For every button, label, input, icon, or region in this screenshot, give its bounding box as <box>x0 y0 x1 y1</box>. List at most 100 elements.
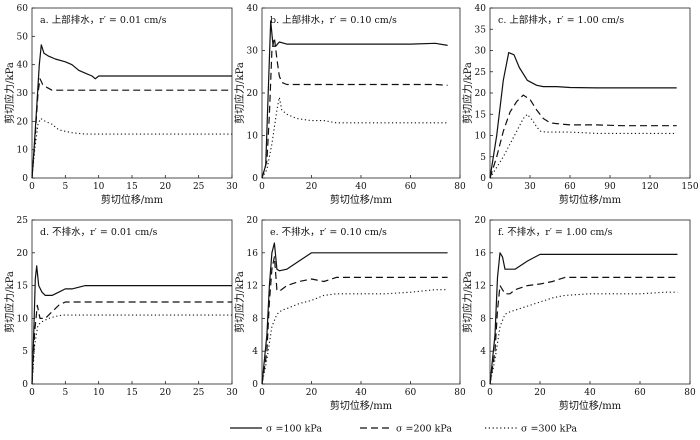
x-axis-label: 剪切位移/mm <box>559 193 622 206</box>
panel-title: f. 不排水，r′ = 1.00 cm/s <box>498 226 613 238</box>
x-tick-label: 40 <box>355 388 367 398</box>
x-tick-label: 20 <box>534 388 546 398</box>
series-dotted-line <box>489 113 677 179</box>
x-tick-label: 60 <box>405 388 417 398</box>
series-dotted-line <box>261 96 448 179</box>
x-tick-label: 15 <box>126 388 138 398</box>
y-tick-label: 30 <box>247 47 259 57</box>
series-dotted-line <box>489 291 678 385</box>
x-tick-label: 60 <box>634 388 646 398</box>
y-tick-label: 10 <box>247 132 259 142</box>
legend-label: σ =300 kPa <box>521 424 577 435</box>
y-tick-label: 60 <box>17 4 29 14</box>
x-tick-label: 10 <box>93 182 105 192</box>
y-tick-label: 35 <box>475 25 487 35</box>
plot-frame <box>261 7 461 179</box>
y-tick-label: 40 <box>247 4 259 14</box>
panel-c: 0 30 60 90 120 150 0 5 10 15 20 25 30 35 40 剪切位移/mm 剪切应力… <box>461 4 699 206</box>
plot-frame <box>261 219 461 385</box>
series-dashed-line <box>489 276 678 385</box>
panel-d: 0 5 10 15 20 25 30 0 5 10 15 20 25 剪切应力/kPa d. 不排水，r′ … <box>3 216 238 398</box>
series-dotted-line <box>31 117 232 179</box>
y-axis-label: 剪切应力/kPa <box>3 271 16 333</box>
y-tick-label: 15 <box>17 282 29 292</box>
panel-f: 0 20 40 60 80 0 4 8 12 16 20 剪切位移/mm 剪切应力/kPa f. 不排水，… <box>461 216 696 412</box>
x-tick-label: 0 <box>29 388 35 398</box>
y-tick-label: 16 <box>475 249 487 259</box>
y-tick-label: 20 <box>247 216 259 226</box>
legend-label: σ =200 kPa <box>396 424 452 435</box>
y-axis-label: 剪切应力/kPa <box>461 62 474 124</box>
x-tick-label: 120 <box>641 182 658 192</box>
y-tick-label: 10 <box>475 132 487 142</box>
series-dashed-line <box>261 256 448 385</box>
series-dashed-line <box>31 78 232 179</box>
series-solid-line <box>31 44 232 179</box>
x-tick-label: 80 <box>684 388 696 398</box>
series-dotted-line <box>261 289 448 385</box>
x-tick-label: 30 <box>524 182 536 192</box>
y-tick-label: 15 <box>475 110 487 120</box>
panel-title: e. 不排水，r′ = 0.10 cm/s <box>270 226 387 238</box>
series-dashed-line <box>261 37 448 179</box>
plot-frame <box>489 7 691 179</box>
y-axis-label: 剪切应力/kPa <box>3 62 16 124</box>
y-tick-label: 12 <box>475 282 486 292</box>
y-tick-label: 30 <box>475 47 487 57</box>
y-tick-label: 0 <box>480 174 486 184</box>
series-solid-line <box>489 51 677 179</box>
x-tick-label: 5 <box>62 182 68 192</box>
y-tick-label: 4 <box>480 347 486 357</box>
y-tick-label: 4 <box>252 347 258 357</box>
y-tick-label: 20 <box>17 117 29 127</box>
y-axis-label: 剪切应力/kPa <box>461 271 474 333</box>
series-dashed-line <box>31 301 232 385</box>
y-tick-label: 20 <box>247 89 259 99</box>
x-tick-label: 5 <box>62 388 68 398</box>
y-tick-label: 16 <box>247 249 259 259</box>
x-tick-label: 150 <box>681 182 698 192</box>
x-axis-label: 剪切位移/mm <box>330 399 393 412</box>
x-tick-label: 40 <box>584 388 596 398</box>
x-tick-label: 20 <box>160 388 172 398</box>
y-tick-label: 0 <box>22 380 28 390</box>
x-tick-label: 40 <box>355 182 367 192</box>
x-tick-label: 80 <box>454 388 466 398</box>
y-tick-label: 0 <box>252 174 258 184</box>
series-dotted-line <box>31 314 232 385</box>
x-tick-label: 15 <box>126 182 138 192</box>
series-solid-line <box>489 252 678 385</box>
y-tick-label: 12 <box>247 282 258 292</box>
plot-frame <box>31 7 233 179</box>
panel-a: 0 5 10 15 20 25 30 0 10 20 30 40 50 60 剪切位移/mm 剪切应力/kPa… <box>3 4 238 206</box>
series-solid-line <box>261 242 448 385</box>
x-tick-label: 0 <box>259 182 265 192</box>
panel-title: c. 上部排水，r′ = 1.00 cm/s <box>498 14 624 26</box>
y-tick-label: 40 <box>475 4 487 14</box>
y-tick-label: 5 <box>22 347 28 357</box>
x-tick-label: 25 <box>193 388 205 398</box>
y-tick-label: 25 <box>475 68 487 78</box>
y-tick-label: 20 <box>17 249 29 259</box>
y-tick-label: 8 <box>252 314 258 324</box>
y-tick-label: 25 <box>17 216 29 226</box>
panel-title: d. 不排水，r′ = 0.01 cm/s <box>40 226 158 238</box>
y-axis-label: 剪切应力/kPa <box>233 62 246 124</box>
x-tick-label: 60 <box>564 182 576 192</box>
y-tick-label: 0 <box>22 174 28 184</box>
y-tick-label: 10 <box>17 314 29 324</box>
x-tick-label: 10 <box>93 388 105 398</box>
series-solid-line <box>31 265 232 385</box>
x-tick-label: 60 <box>405 182 417 192</box>
x-tick-label: 20 <box>160 182 172 192</box>
x-axis-label: 剪切位移/mm <box>101 193 164 206</box>
x-tick-label: 80 <box>454 182 466 192</box>
x-tick-label: 0 <box>29 182 35 192</box>
y-tick-label: 50 <box>17 32 29 42</box>
x-tick-label: 90 <box>604 182 616 192</box>
x-tick-label: 20 <box>306 182 318 192</box>
y-tick-label: 20 <box>475 89 487 99</box>
x-tick-label: 20 <box>306 388 318 398</box>
